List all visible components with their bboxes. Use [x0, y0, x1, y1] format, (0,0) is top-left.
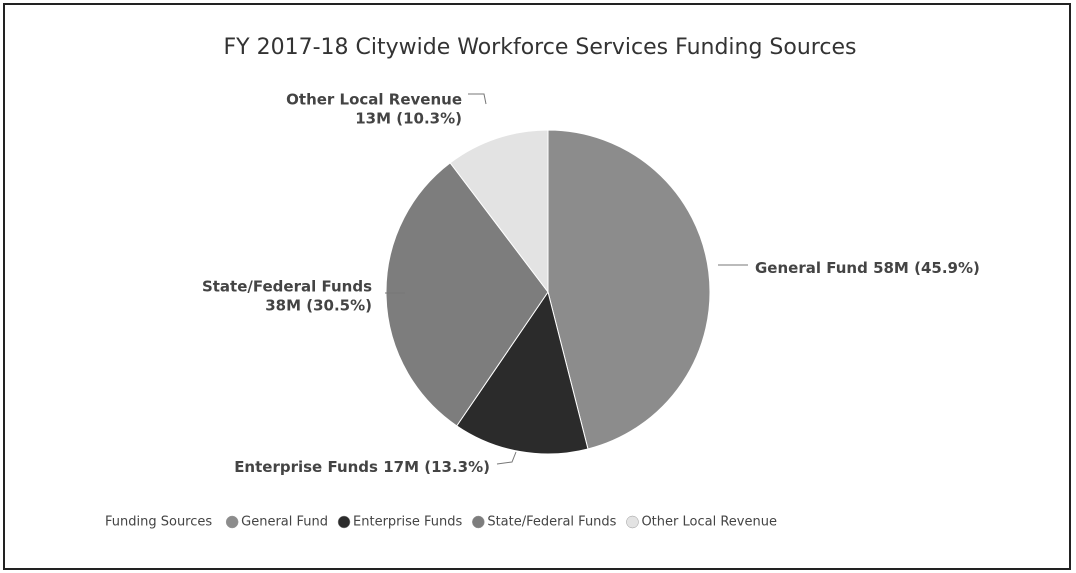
legend-label: General Fund: [241, 515, 328, 530]
data-label: General Fund 58M (45.9%): [755, 259, 980, 277]
legend-title: Funding Sources: [105, 515, 212, 530]
legend-marker: [337, 515, 351, 529]
pie-slice: [449, 129, 549, 294]
data-label-category: Enterprise Funds: [234, 458, 378, 476]
pie-slice: [456, 290, 589, 455]
data-label-category: Other Local Revenue: [286, 91, 462, 109]
data-label-category: State/Federal Funds: [202, 278, 372, 296]
data-label-value: 38M (30.5%): [265, 297, 372, 315]
data-label-value: 17M (13.3%): [383, 458, 490, 476]
leader-line: [468, 93, 487, 105]
legend-marker: [225, 515, 239, 529]
pie-slice: [385, 162, 549, 427]
data-label: Enterprise Funds 17M (13.3%): [234, 458, 490, 476]
legend-marker: [472, 515, 485, 529]
leader-line: [496, 451, 517, 465]
legend-marker: [626, 515, 639, 529]
legend-label: Other Local Revenue: [641, 515, 776, 530]
chart-title: FY 2017-18 Citywide Workforce Services F…: [224, 35, 857, 60]
legend-label: State/Federal Funds: [487, 515, 616, 530]
legend-label: Enterprise Funds: [353, 515, 463, 530]
pie-slice: [547, 129, 711, 450]
data-label-category: General Fund: [755, 259, 868, 277]
data-label-value: 13M (10.3%): [355, 110, 462, 128]
data-label-value: 58M (45.9%): [873, 259, 980, 277]
